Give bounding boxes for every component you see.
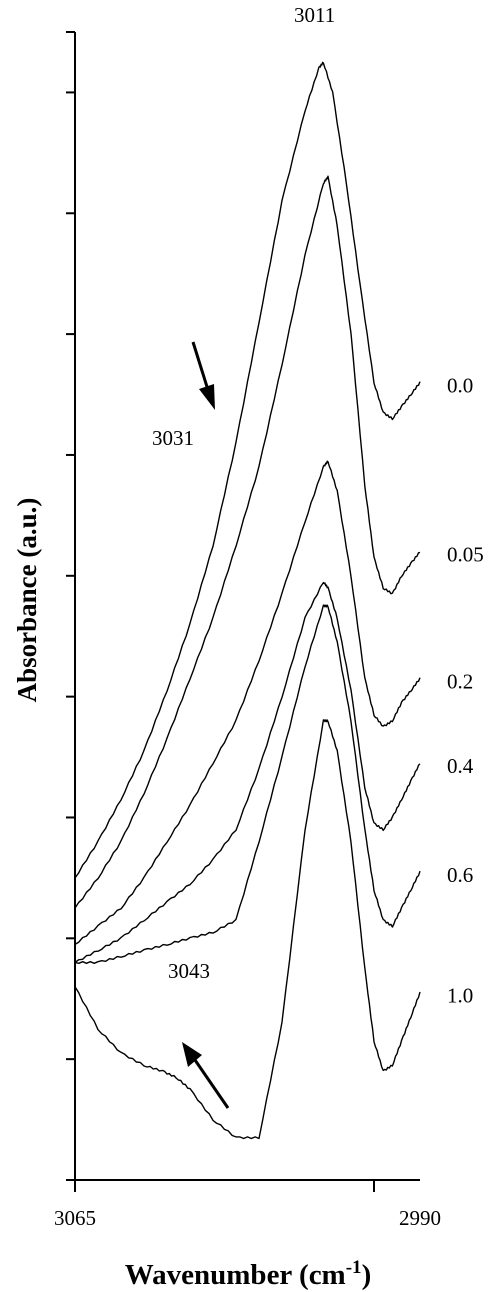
band-annotation-3043: 3043 [168,959,210,983]
series-labels: 0.0 0.05 0.2 0.4 0.6 1.0 [447,373,484,1007]
x-axis-label: Wavenumber (cm-1) [125,1257,371,1291]
y-axis-label: Absorbance (a.u.) [12,498,42,703]
axes: 3065 2990 [54,31,441,1230]
series-label-0.4: 0.4 [447,754,474,778]
series-line-0.05 [74,175,421,909]
series-line-0.6 [74,604,421,964]
peak-annotation-3011: 3011 [294,3,335,27]
series-label-0.2: 0.2 [447,670,473,694]
x-ticks: 3065 2990 [54,1180,441,1230]
x-tick-label-2990: 2990 [399,1206,441,1230]
series-label-0.6: 0.6 [447,863,473,887]
series-line-0.2 [74,460,421,945]
series-line-0.4 [74,581,421,964]
y-ticks [66,31,75,1181]
arrow-up-icon [182,1042,230,1109]
series-label-0.0: 0.0 [447,373,473,397]
series-line-0.0 [74,61,421,879]
x-axis-label-sup: -1 [346,1257,362,1278]
series-label-0.05: 0.05 [447,543,484,567]
arrow-down-icon [191,341,215,410]
x-axis-label-close: ) [362,1259,372,1291]
x-tick-label-3065: 3065 [54,1206,96,1230]
shoulder-annotation-3031: 3031 [152,426,194,450]
series-label-1.0: 1.0 [447,984,473,1008]
series-group [74,61,421,1140]
series-line-1.0 [74,719,421,1140]
